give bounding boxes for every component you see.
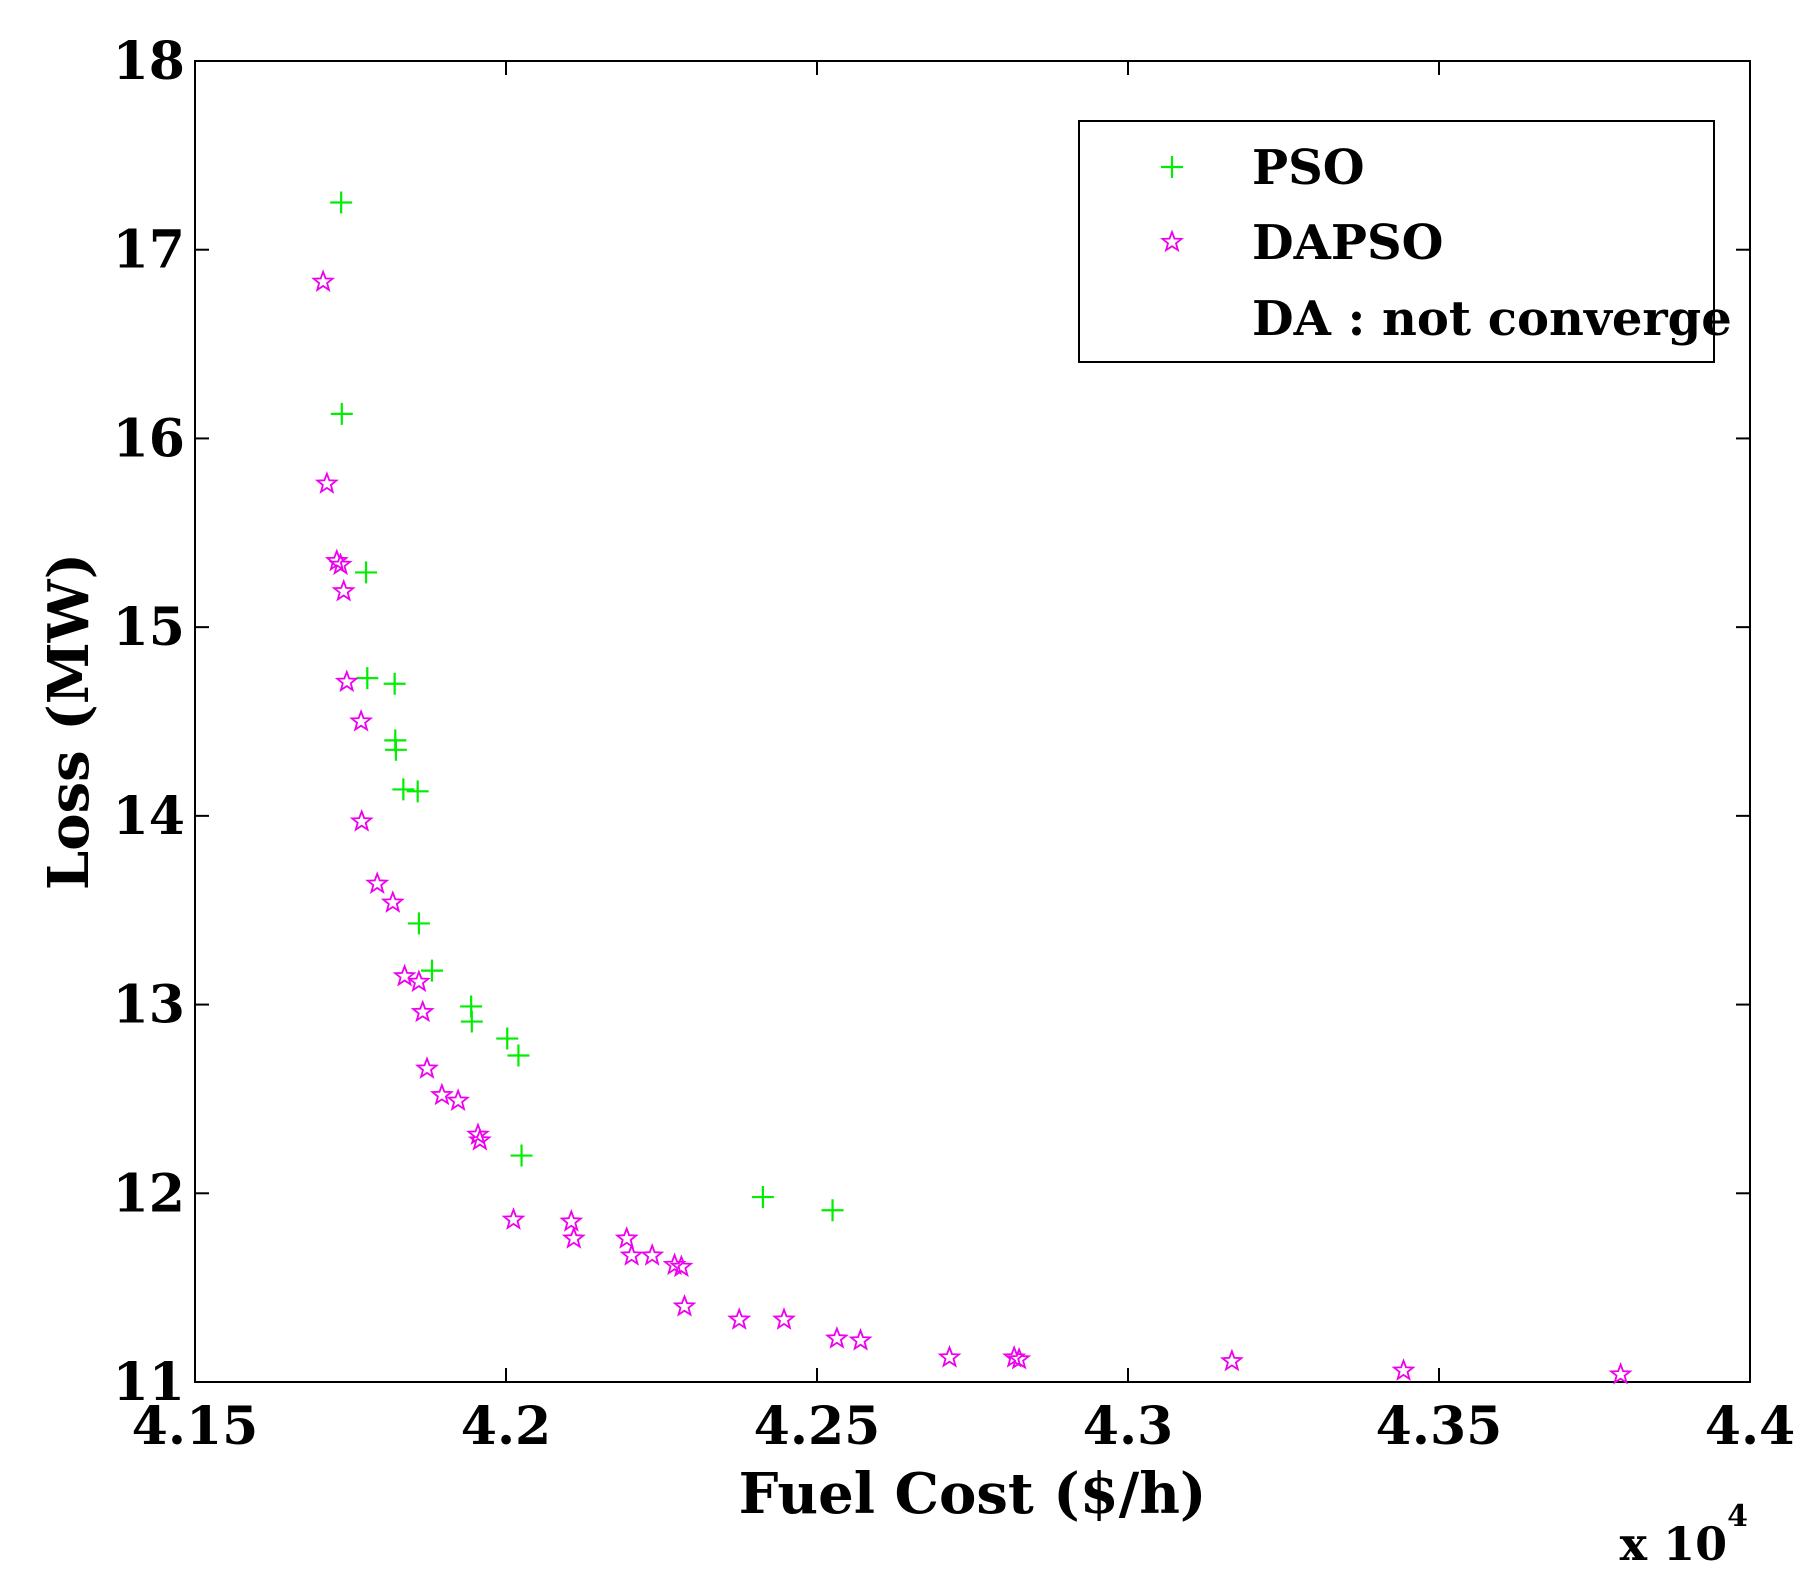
legend-label: PSO xyxy=(1252,140,1365,196)
dapso-point xyxy=(619,1243,644,1266)
dapso-point xyxy=(669,1254,694,1278)
x-tick-labels: 4.15 4.2 4.25 4.3 4.35 4.4 xyxy=(132,1396,1796,1457)
y-tick-label: 13 xyxy=(113,975,185,1036)
pso-point xyxy=(420,959,443,982)
dapso-point xyxy=(328,552,353,576)
dapso-point xyxy=(559,1209,584,1232)
pso-point xyxy=(407,912,430,935)
dapso-point xyxy=(1608,1361,1633,1385)
y-tick-label: 17 xyxy=(113,220,185,281)
pso-point xyxy=(384,738,407,761)
axes xyxy=(194,60,1751,1383)
pso-point xyxy=(330,191,353,214)
dapso-point xyxy=(331,578,356,602)
y-tick-label: 16 xyxy=(113,408,185,469)
legend-label: DA : not converge xyxy=(1252,291,1732,347)
pso-point xyxy=(460,1010,483,1033)
dapso-point xyxy=(672,1293,697,1317)
y-tick-labels: 11 12 13 14 15 16 17 18 xyxy=(113,31,185,1413)
x-axis-label: Fuel Cost ($/h) xyxy=(739,1461,1207,1527)
dapso-point xyxy=(349,808,374,832)
axis-ticks xyxy=(194,60,1751,1383)
legend-box xyxy=(1078,120,1715,363)
pso-point xyxy=(507,1044,530,1067)
pso-point xyxy=(330,402,353,425)
dapso-point xyxy=(640,1243,665,1266)
dapso-point xyxy=(429,1082,454,1106)
pso-point xyxy=(383,672,406,695)
dapso-point xyxy=(467,1127,492,1151)
dapso-point xyxy=(311,269,336,292)
pso-point xyxy=(751,1186,774,1209)
dapso-point xyxy=(727,1307,752,1330)
pso-point xyxy=(821,1199,844,1222)
dapso-point xyxy=(824,1326,849,1349)
y-tick-label: 18 xyxy=(113,31,185,92)
pso-point xyxy=(392,778,415,801)
dapso-point xyxy=(314,471,339,494)
x-axis-multiplier-exponent: 4 xyxy=(1727,1499,1748,1534)
dapso-point xyxy=(848,1327,873,1351)
plot-area-frame xyxy=(194,60,1751,1383)
dapso-point xyxy=(334,669,359,693)
dapso-point xyxy=(410,999,435,1023)
dapso-point xyxy=(365,871,390,895)
x-tick-label: 4.25 xyxy=(754,1396,881,1457)
legend-item-pso: PSO xyxy=(1161,140,1365,196)
dapso-point xyxy=(561,1226,586,1249)
dapso-point xyxy=(415,1056,439,1079)
dapso-point xyxy=(937,1344,962,1368)
series-pso xyxy=(330,191,844,1222)
x-tick-label: 4.35 xyxy=(1376,1396,1503,1457)
dapso-point xyxy=(501,1207,526,1230)
pso-point xyxy=(510,1144,533,1167)
x-axis-multiplier: x 104 xyxy=(1620,1499,1748,1571)
pso-point xyxy=(356,667,379,690)
pso-point xyxy=(406,780,429,803)
y-tick-label: 14 xyxy=(113,786,185,847)
dapso-point xyxy=(662,1252,687,1276)
y-tick-label: 15 xyxy=(113,597,185,658)
x-tick-label: 4.2 xyxy=(461,1396,551,1457)
dapso-point xyxy=(466,1122,490,1145)
series-dapso xyxy=(311,269,1633,1385)
dapso-point xyxy=(1391,1358,1416,1381)
dapso-point xyxy=(392,963,417,987)
legend-marker-dapso xyxy=(1160,229,1184,253)
dapso-point xyxy=(380,890,405,913)
dapso-point xyxy=(772,1307,796,1330)
x-axis-multiplier-base: x 10 xyxy=(1620,1517,1727,1571)
dapso-point xyxy=(1007,1346,1032,1370)
data-series xyxy=(311,191,1633,1385)
x-tick-label: 4.4 xyxy=(1705,1396,1795,1457)
legend-item-dapso: DAPSO xyxy=(1160,215,1443,271)
y-axis-label: Loss (MW) xyxy=(36,553,102,890)
dapso-point xyxy=(446,1088,471,1111)
pso-point xyxy=(496,1027,519,1050)
y-tick-label: 12 xyxy=(113,1163,185,1224)
dapso-point xyxy=(1219,1348,1244,1372)
dapso-point xyxy=(614,1226,639,1249)
legend: PSO DAPSO DA : not converge xyxy=(1078,120,1732,363)
legend-label: DAPSO xyxy=(1252,215,1443,271)
dapso-point xyxy=(349,708,374,732)
x-tick-label: 4.15 xyxy=(132,1396,259,1457)
pso-point xyxy=(355,561,378,584)
legend-marker-pso xyxy=(1161,156,1183,178)
legend-item-da-not-converge: DA : not converge xyxy=(1252,291,1732,347)
x-tick-label: 4.3 xyxy=(1083,1396,1173,1457)
y-tick-label: 11 xyxy=(113,1352,185,1413)
dapso-point xyxy=(406,969,431,993)
